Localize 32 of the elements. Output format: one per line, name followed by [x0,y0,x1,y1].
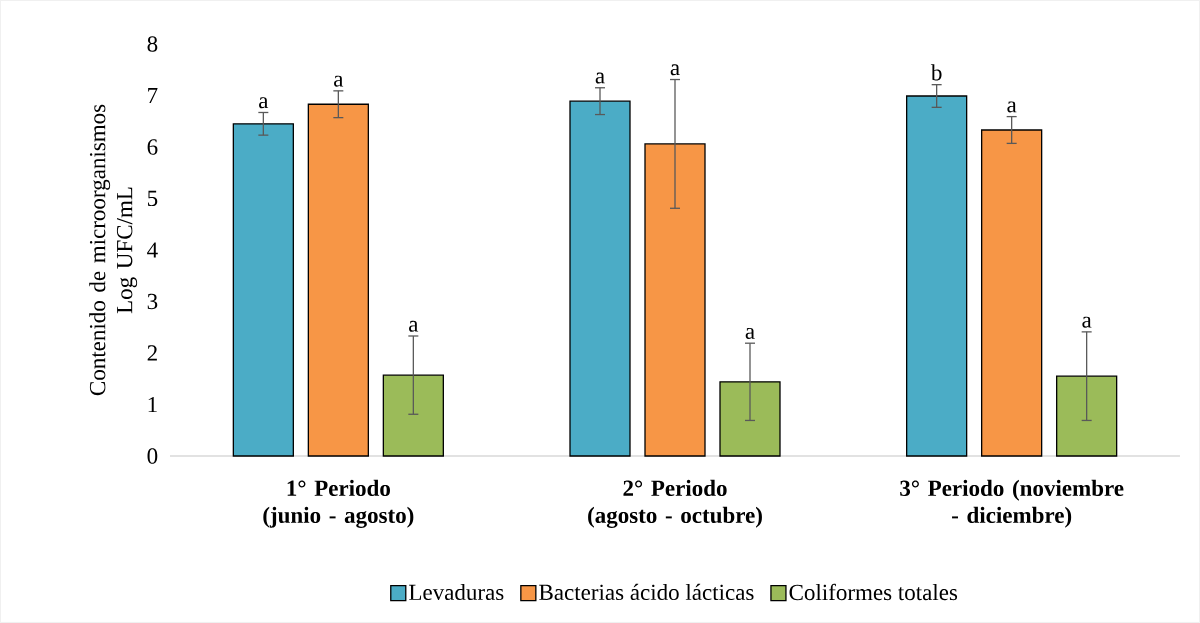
annotation: a [334,75,344,87]
y-tick-label: 7 [148,87,158,104]
x-tick-label: 2° Periodo (agosto - octubre) [588,479,762,528]
legend-label: Bacterias ácido lácticas [539,583,754,601]
y-tick-label: 3 [147,293,158,310]
annotation: a [1007,101,1017,113]
y-tick-label: 4 [147,242,158,258]
bar [644,143,706,457]
y-tick-label: 2 [147,345,157,361]
bar [981,129,1043,457]
annotation: a [670,64,680,76]
annotation: b [930,64,942,81]
bar [382,374,444,457]
y-tick-label: 0 [147,448,158,464]
x-tick-label: 3° Periodo (noviembre - diciembre) [900,479,1124,528]
bar [307,103,369,457]
bar [906,95,968,457]
y-axis-title: Contenido de microorganismos Log UFC/mL [89,104,138,396]
y-tick-label: 1 [148,396,157,413]
y-tick-label: 5 [147,190,158,207]
y-tick-label: 8 [147,36,158,52]
y-tick-label: 6 [147,139,158,155]
bar [569,100,631,457]
legend-label: Levaduras [409,583,504,601]
bar [232,123,294,457]
annotation: a [595,72,605,84]
annotation: a [259,97,269,109]
annotation: a [409,320,419,332]
x-tick-label: 1° Periodo (junio - agosto) [263,479,414,528]
legend-label: Coliformes totales [789,583,958,601]
annotation: a [745,327,755,339]
annotation: a [1082,316,1092,328]
